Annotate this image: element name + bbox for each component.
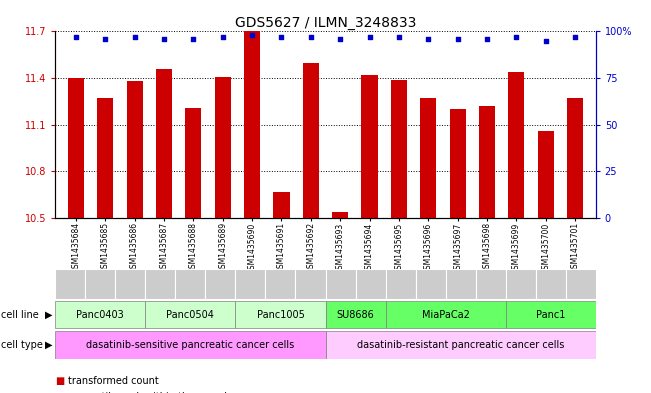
Bar — [126, 81, 143, 218]
Text: cell type: cell type — [1, 340, 42, 350]
Point — [71, 34, 81, 40]
Bar — [332, 212, 348, 218]
Bar — [479, 106, 495, 218]
Bar — [326, 301, 385, 329]
Bar — [296, 269, 326, 299]
Text: Panc1005: Panc1005 — [256, 310, 305, 320]
Bar — [567, 98, 583, 218]
Bar — [236, 269, 266, 299]
Bar — [538, 131, 554, 218]
Title: GDS5627 / ILMN_3248833: GDS5627 / ILMN_3248833 — [235, 17, 416, 30]
Bar — [450, 109, 465, 218]
Bar — [391, 80, 407, 218]
Bar — [445, 269, 476, 299]
Bar — [156, 69, 172, 218]
Point — [511, 34, 521, 40]
Bar — [506, 269, 536, 299]
Bar — [145, 269, 175, 299]
Text: ▶: ▶ — [44, 340, 52, 350]
Point — [394, 34, 404, 40]
Point — [540, 38, 551, 44]
Point — [188, 36, 199, 42]
Bar — [266, 269, 296, 299]
Bar — [206, 269, 236, 299]
Bar — [97, 98, 113, 218]
Bar — [303, 62, 319, 218]
Text: ▶: ▶ — [44, 310, 52, 320]
Bar — [55, 269, 85, 299]
Bar — [85, 269, 115, 299]
Bar — [506, 301, 596, 329]
Point — [423, 36, 434, 42]
Point — [159, 36, 169, 42]
Text: ■: ■ — [55, 376, 64, 386]
Text: MiaPaCa2: MiaPaCa2 — [422, 310, 469, 320]
Bar — [415, 269, 445, 299]
Bar — [326, 331, 596, 359]
Bar — [175, 269, 206, 299]
Point — [247, 32, 257, 39]
Bar — [508, 72, 525, 218]
Text: dasatinib-sensitive pancreatic cancer cells: dasatinib-sensitive pancreatic cancer ce… — [87, 340, 294, 350]
Bar — [326, 269, 355, 299]
Point — [100, 36, 111, 42]
Bar — [236, 301, 326, 329]
Bar — [186, 108, 201, 218]
Bar — [566, 269, 596, 299]
Bar — [145, 301, 236, 329]
Text: ■: ■ — [55, 391, 64, 393]
Bar — [115, 269, 145, 299]
Bar — [420, 98, 436, 218]
Bar — [361, 75, 378, 218]
Text: transformed count: transformed count — [68, 376, 159, 386]
Point — [452, 36, 463, 42]
Bar — [55, 301, 145, 329]
Text: Panc1: Panc1 — [536, 310, 565, 320]
Bar — [385, 269, 415, 299]
Bar — [68, 78, 84, 218]
Bar — [273, 192, 290, 218]
Point — [130, 34, 140, 40]
Text: Panc0504: Panc0504 — [167, 310, 214, 320]
Point — [217, 34, 228, 40]
Point — [305, 34, 316, 40]
Bar — [536, 269, 566, 299]
Point — [335, 36, 346, 42]
Bar — [215, 77, 231, 218]
Text: percentile rank within the sample: percentile rank within the sample — [68, 391, 233, 393]
Bar — [385, 301, 506, 329]
Text: dasatinib-resistant pancreatic cancer cells: dasatinib-resistant pancreatic cancer ce… — [357, 340, 564, 350]
Bar — [55, 331, 325, 359]
Point — [365, 34, 375, 40]
Bar — [355, 269, 385, 299]
Point — [482, 36, 492, 42]
Text: SU8686: SU8686 — [337, 310, 374, 320]
Point — [276, 34, 286, 40]
Point — [570, 34, 580, 40]
Bar — [244, 31, 260, 218]
Text: cell line: cell line — [1, 310, 38, 320]
Text: Panc0403: Panc0403 — [76, 310, 124, 320]
Bar — [476, 269, 506, 299]
